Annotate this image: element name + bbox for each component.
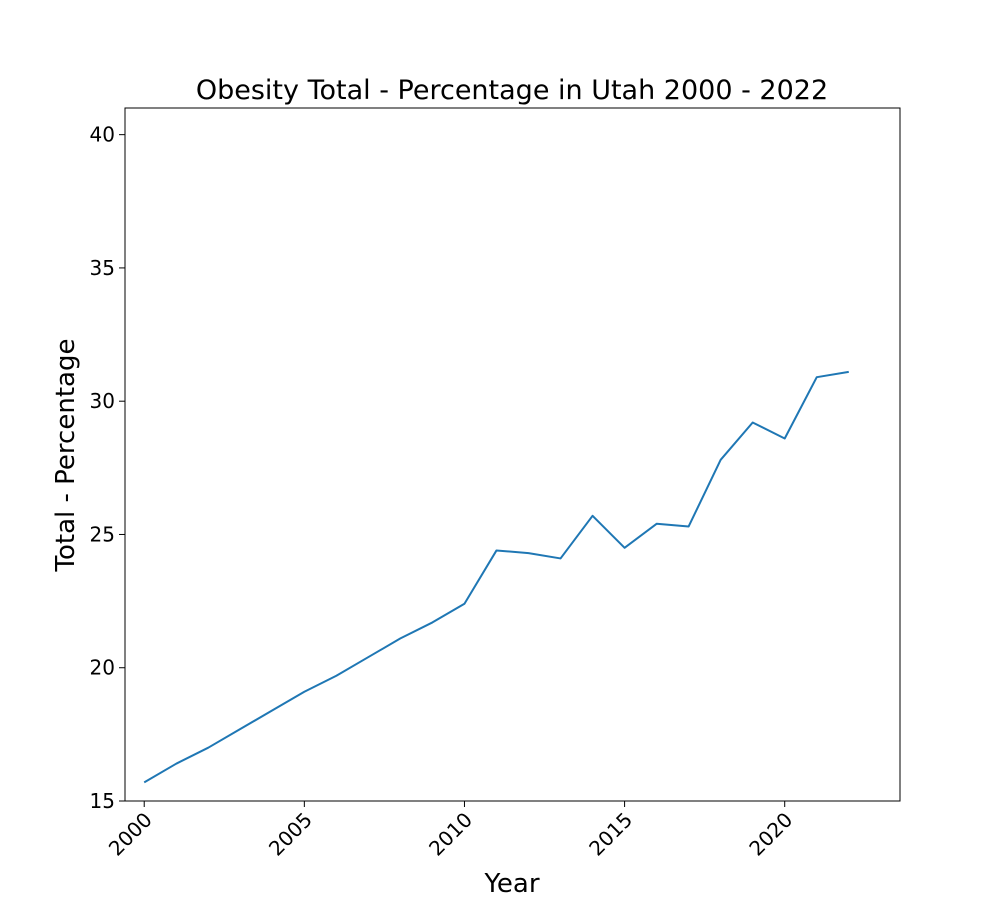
series-line-0 (143, 370, 849, 784)
plot-frame (124, 107, 901, 802)
x-tick-label: 2010 (424, 808, 477, 861)
x-axis-label: Year (483, 869, 539, 899)
x-tick-label: 2005 (264, 808, 317, 861)
y-tick-label: 40 (90, 123, 115, 147)
y-tick-label: 20 (90, 656, 115, 680)
y-tick-label: 15 (90, 789, 115, 813)
y-tick-label: 30 (90, 389, 115, 413)
y-axis-label: Total - Percentage (51, 339, 81, 573)
x-tick-label: 2015 (584, 808, 637, 861)
y-axis: 15 20 25 30 35 40 (90, 123, 125, 813)
y-tick-label: 35 (90, 256, 115, 280)
plot-area (143, 370, 849, 784)
x-tick-label: 2000 (104, 808, 157, 861)
x-tick-label: 2020 (744, 808, 797, 861)
y-tick-label: 25 (90, 522, 115, 546)
x-axis: 2000 2005 2010 2015 2020 (104, 801, 797, 861)
chart-title: Obesity Total - Percentage in Utah 2000 … (196, 75, 828, 106)
